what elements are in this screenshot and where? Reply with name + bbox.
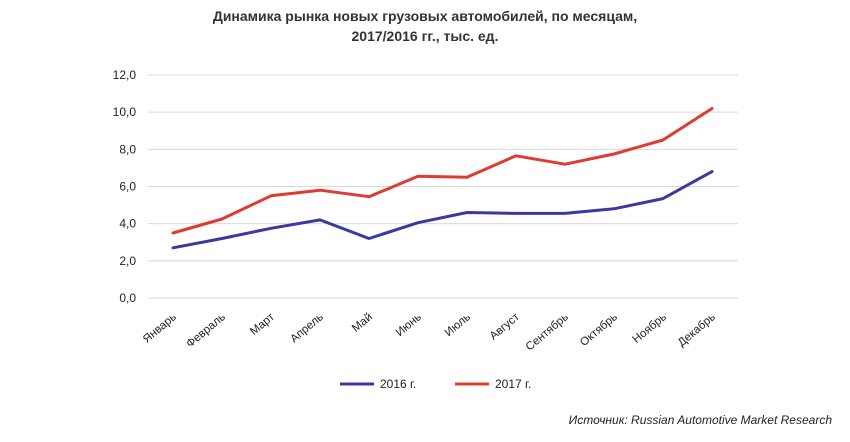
- y-tick-label: 2,0: [119, 254, 136, 268]
- legend-label: 2017 г.: [495, 377, 531, 391]
- x-tick-label: Март: [248, 311, 277, 338]
- x-tick-label: Август: [488, 311, 523, 343]
- y-tick-label: 0,0: [119, 291, 136, 305]
- x-tick-label: Сентябрь: [524, 311, 571, 353]
- series-lines: [171, 107, 714, 250]
- x-tick-label: Ноябрь: [631, 311, 669, 346]
- y-tick-label: 12,0: [113, 68, 137, 82]
- grid-lines: [148, 74, 738, 299]
- x-tick-label: Июль: [443, 311, 473, 339]
- y-axis-ticks: 0,0 2,0 4,0 6,0 8,0 10,0 12,0: [113, 68, 137, 305]
- y-tick-label: 10,0: [113, 105, 137, 119]
- legend: 2016 г. 2017 г.: [340, 377, 531, 391]
- chart-title-line-2: 2017/2016 гг., тыс. ед.: [351, 28, 499, 44]
- source-note: Источник: Russian Automotive Market Rese…: [568, 413, 832, 427]
- y-tick-label: 8,0: [119, 142, 136, 156]
- x-axis-ticks: Январь Февраль Март Апрель Май Июнь Июль Август…: [141, 311, 718, 354]
- series-line-2: [171, 107, 714, 235]
- series-line-1: [171, 170, 714, 250]
- x-tick-label: Октябрь: [578, 311, 620, 349]
- legend-label: 2016 г.: [380, 377, 416, 391]
- x-tick-label: Декабрь: [676, 311, 718, 349]
- y-tick-label: 6,0: [119, 180, 136, 194]
- x-tick-label: Январь: [141, 311, 179, 346]
- x-tick-label: Май: [350, 311, 375, 335]
- y-tick-label: 4,0: [119, 217, 136, 231]
- x-tick-label: Июнь: [394, 311, 424, 339]
- x-tick-label: Февраль: [184, 311, 228, 350]
- chart-title: Динамика рынка новых грузовых автомобиле…: [0, 6, 850, 46]
- x-tick-label: Апрель: [288, 311, 326, 345]
- chart-title-line-1: Динамика рынка новых грузовых автомобиле…: [212, 8, 638, 24]
